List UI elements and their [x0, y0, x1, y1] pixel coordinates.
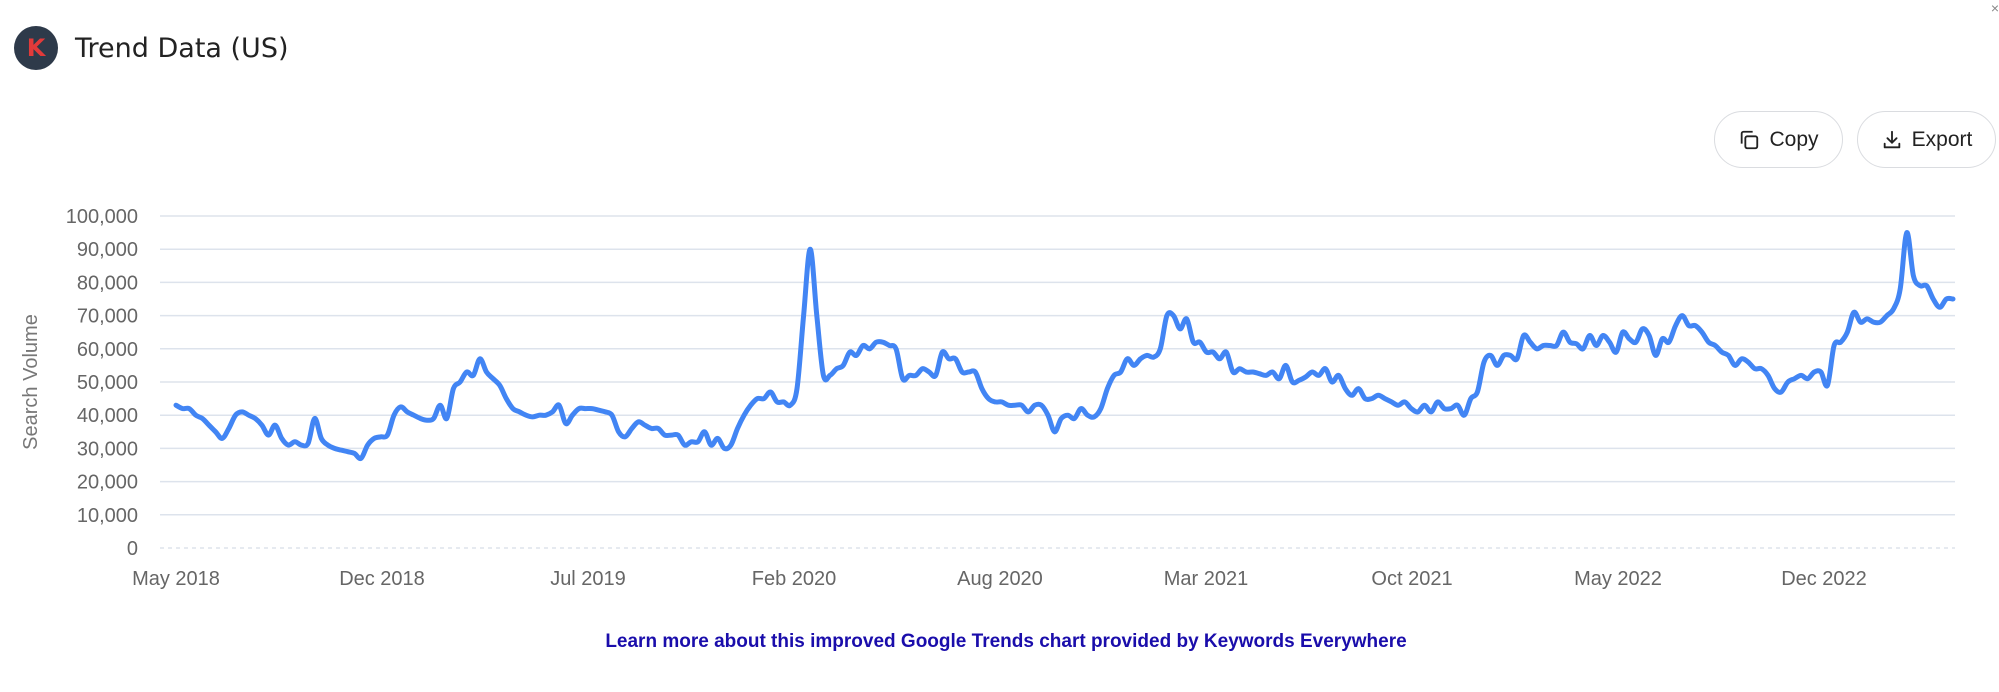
y-tick-label: 40,000 [77, 405, 138, 427]
y-tick-label: 50,000 [77, 372, 138, 394]
page-title: Trend Data (US) [75, 32, 289, 64]
grid-lines [160, 215, 1955, 549]
keywords-everywhere-logo: K [14, 26, 58, 70]
y-tick-label: 60,000 [77, 339, 138, 361]
x-tick-label: May 2022 [1574, 568, 1662, 590]
x-tick-label: Dec 2022 [1781, 568, 1867, 590]
y-tick-label: 10,000 [77, 505, 138, 527]
export-button-label: Export [1911, 127, 1973, 151]
y-tick-label: 70,000 [77, 306, 138, 328]
copy-button[interactable]: Copy [1714, 111, 1843, 168]
keywords-everywhere-link[interactable]: Learn more about this improved Google Tr… [605, 631, 1407, 652]
x-tick-label: Dec 2018 [339, 568, 425, 590]
y-tick-label: 20,000 [77, 472, 138, 494]
x-tick-label: Feb 2020 [752, 568, 837, 590]
export-button[interactable]: Export [1857, 111, 1996, 168]
x-axis-ticks: May 2018 Dec 2018 Jul 2019 Feb 2020 Aug 2020… [132, 568, 1867, 590]
x-tick-label: May 2018 [132, 568, 220, 590]
close-icon[interactable]: × [1990, 0, 1999, 16]
x-tick-label: Aug 2020 [957, 568, 1043, 590]
y-axis-ticks: 0 10,000 20,000 30,000 40,000 50,000 60,000 70,… [66, 206, 138, 560]
x-tick-label: Oct 2021 [1371, 568, 1452, 590]
y-tick-label: 100,000 [66, 206, 138, 228]
x-tick-label: Mar 2021 [1164, 568, 1249, 590]
y-tick-label: 90,000 [77, 239, 138, 261]
y-tick-label: 0 [127, 538, 138, 560]
copy-button-label: Copy [1769, 127, 1819, 151]
download-icon [1883, 130, 1900, 148]
series-line [173, 230, 1956, 462]
logo-letter: K [26, 34, 46, 62]
copy-icon [1741, 130, 1759, 149]
x-tick-label: Jul 2019 [550, 568, 626, 590]
y-tick-label: 30,000 [77, 438, 138, 460]
y-tick-label: 80,000 [77, 272, 138, 294]
y-axis-label: Search Volume [20, 314, 42, 450]
header: K Trend Data (US) [14, 26, 289, 70]
